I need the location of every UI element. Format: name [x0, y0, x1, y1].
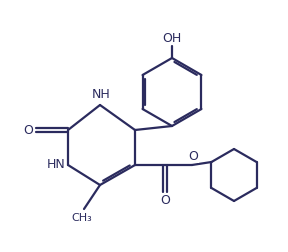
Text: O: O — [160, 194, 170, 206]
Text: OH: OH — [162, 32, 182, 45]
Text: O: O — [23, 123, 33, 137]
Text: CH₃: CH₃ — [72, 213, 92, 223]
Text: NH: NH — [92, 88, 110, 102]
Text: HN: HN — [47, 159, 65, 172]
Text: O: O — [188, 149, 198, 163]
